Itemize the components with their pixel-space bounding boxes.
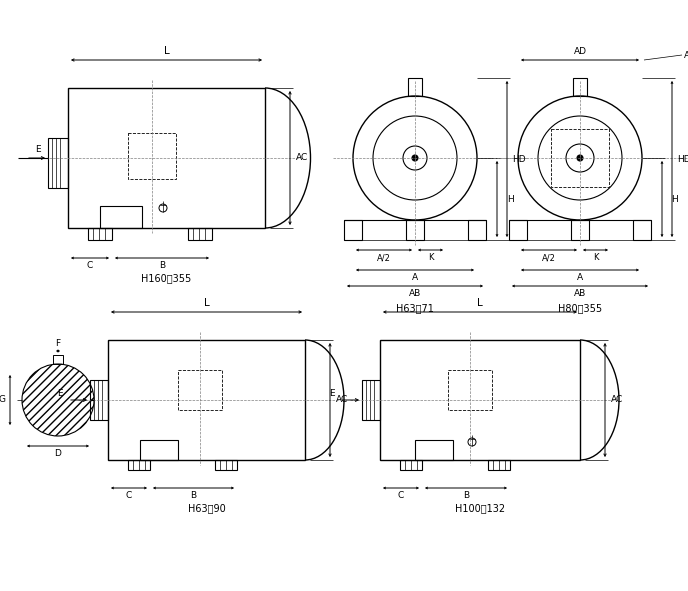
Bar — [488, 460, 510, 470]
Bar — [88, 228, 112, 240]
Bar — [128, 133, 176, 179]
Bar — [53, 355, 63, 364]
Text: AD: AD — [683, 50, 688, 60]
Text: H: H — [671, 194, 678, 203]
Text: H63～71: H63～71 — [396, 303, 434, 313]
Text: C: C — [87, 261, 93, 271]
Text: L: L — [204, 298, 209, 308]
Bar — [178, 370, 222, 410]
Text: E: E — [35, 145, 41, 154]
Bar — [571, 220, 589, 240]
Text: F: F — [56, 339, 61, 349]
Bar — [362, 380, 380, 420]
Text: A/2: A/2 — [542, 254, 556, 262]
Text: A: A — [577, 274, 583, 282]
Bar — [406, 220, 424, 240]
Bar — [400, 460, 422, 470]
Text: G: G — [0, 395, 6, 404]
Circle shape — [412, 155, 418, 161]
Text: AB: AB — [409, 290, 421, 298]
Bar — [140, 440, 178, 460]
Text: HD: HD — [677, 154, 688, 164]
Bar — [415, 440, 453, 460]
Text: H100～132: H100～132 — [455, 503, 505, 513]
Text: AC: AC — [611, 395, 623, 404]
Text: B: B — [191, 492, 197, 501]
Bar — [573, 78, 587, 96]
Bar — [128, 460, 150, 470]
Text: B: B — [463, 492, 469, 501]
Text: B: B — [159, 261, 165, 271]
Bar — [68, 88, 265, 228]
Text: H160～355: H160～355 — [141, 273, 192, 283]
Text: HD: HD — [512, 154, 526, 164]
Text: D: D — [54, 450, 61, 459]
Text: C: C — [398, 492, 404, 501]
Text: H: H — [506, 194, 513, 203]
Bar — [468, 220, 486, 240]
Bar — [448, 370, 492, 410]
Text: AB: AB — [574, 290, 586, 298]
Bar — [90, 380, 108, 420]
Text: E: E — [329, 388, 335, 398]
Bar — [408, 78, 422, 96]
Bar — [633, 220, 651, 240]
Text: AC: AC — [296, 154, 308, 163]
Text: C: C — [126, 492, 132, 501]
Circle shape — [577, 155, 583, 161]
Bar — [380, 340, 580, 460]
Text: K: K — [593, 254, 599, 262]
Text: A: A — [412, 274, 418, 282]
Text: K: K — [428, 254, 433, 262]
Text: E: E — [57, 388, 63, 398]
Bar — [100, 206, 142, 228]
Text: L: L — [477, 298, 483, 308]
Bar — [550, 129, 610, 187]
Text: AD: AD — [574, 47, 586, 57]
Bar — [188, 228, 212, 240]
Bar — [48, 138, 68, 188]
Text: L: L — [164, 46, 169, 56]
Bar — [108, 340, 305, 460]
Text: A/2: A/2 — [377, 254, 391, 262]
Text: H80～355: H80～355 — [558, 303, 602, 313]
Bar — [215, 460, 237, 470]
Text: H63～90: H63～90 — [188, 503, 226, 513]
Bar — [344, 220, 362, 240]
Text: AC: AC — [336, 395, 348, 404]
Bar — [509, 220, 527, 240]
